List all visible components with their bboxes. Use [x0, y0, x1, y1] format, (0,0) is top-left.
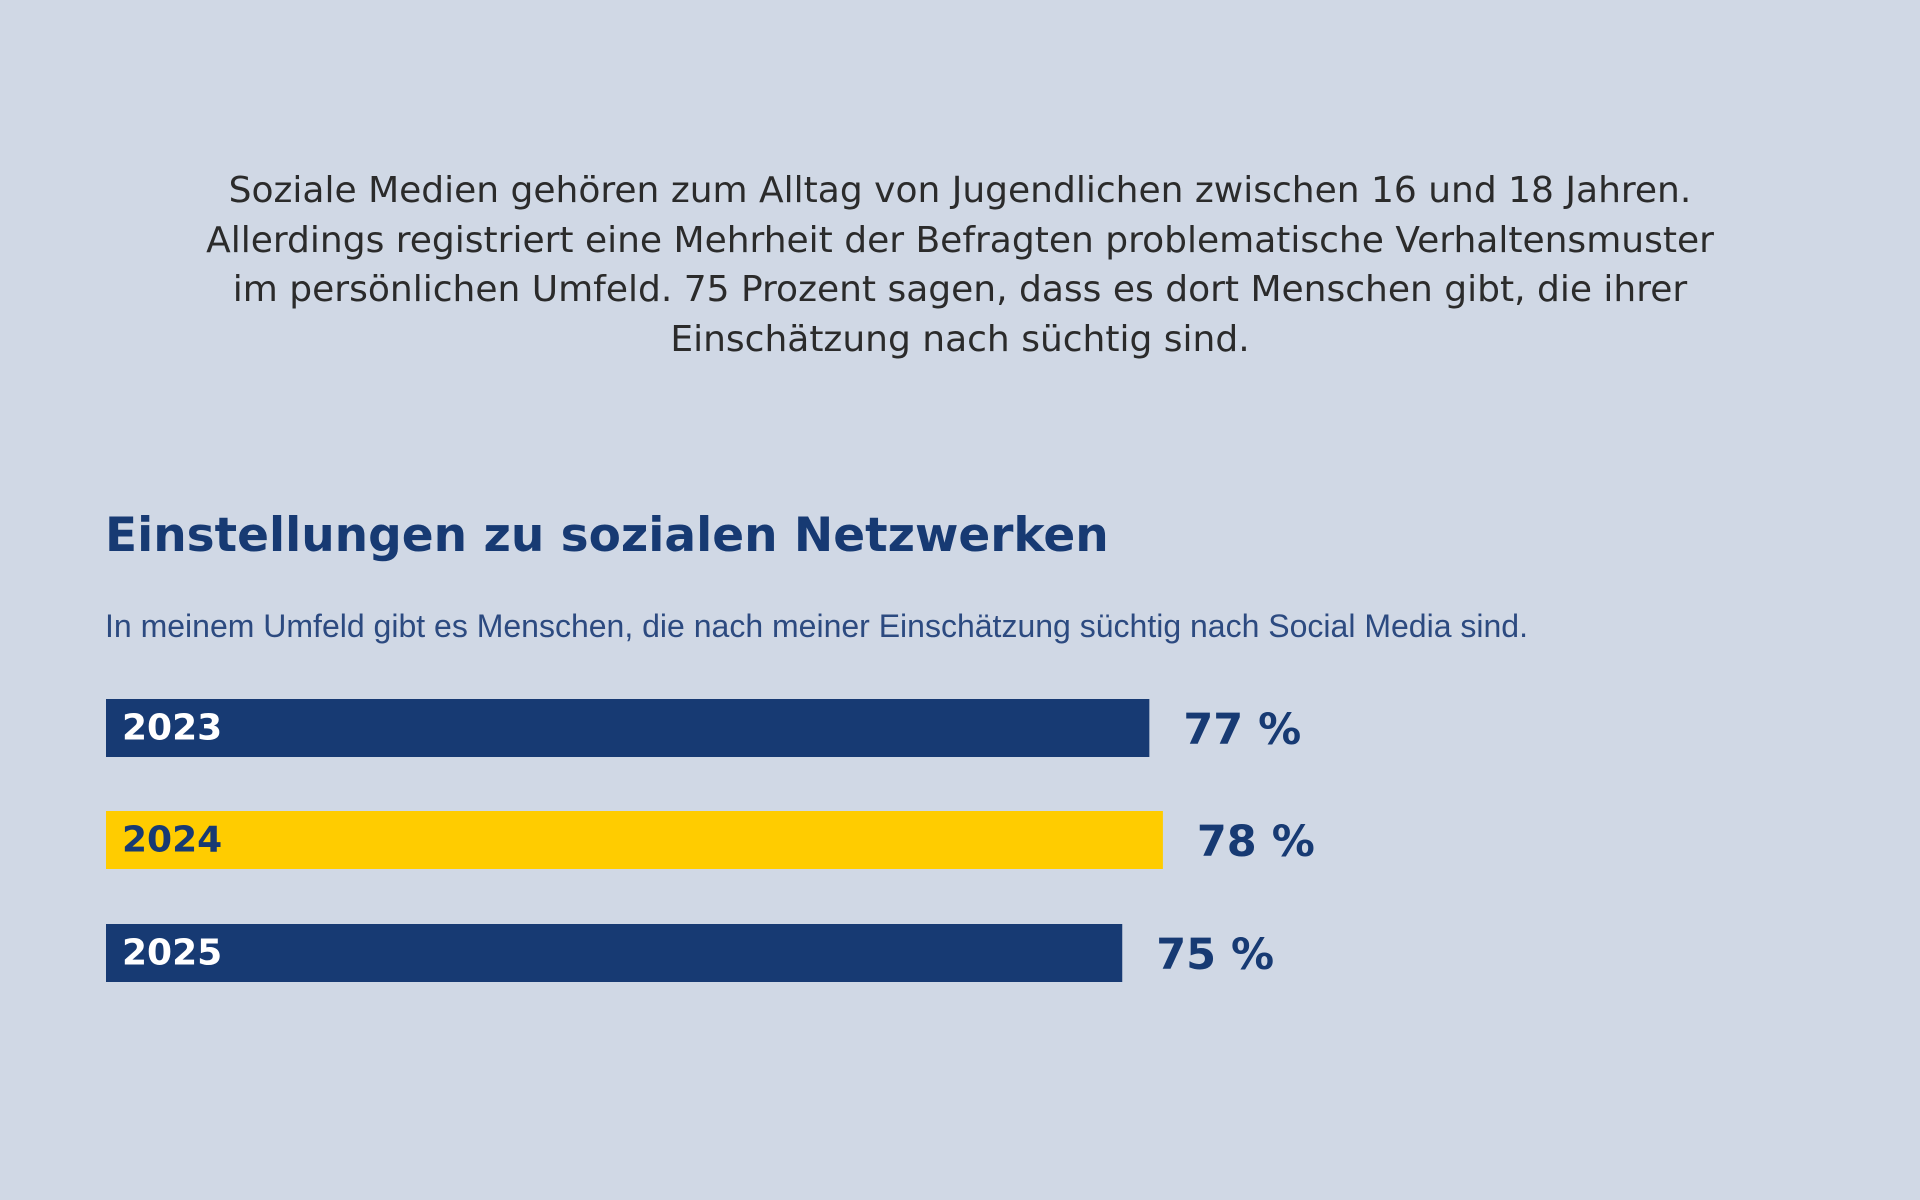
bar-2024 — [106, 811, 1163, 869]
chart-subtitle: In meinem Umfeld gibt es Menschen, die n… — [105, 608, 1528, 644]
chart-title: Einstellungen zu sozialen Netzwerken — [105, 508, 1109, 563]
bar-category-label: 2024 — [122, 820, 222, 861]
bar-value-label: 77 % — [1183, 705, 1301, 755]
intro-line: im persönlichen Umfeld. 75 Prozent sagen… — [232, 269, 1688, 310]
bar-category-label: 2025 — [122, 933, 222, 974]
bar-category-label: 2023 — [122, 708, 222, 749]
intro-line: Allerdings registriert eine Mehrheit der… — [206, 219, 1714, 261]
intro-line: Einschätzung nach süchtig sind. — [670, 318, 1250, 360]
intro-line: Soziale Medien gehören zum Alltag von Ju… — [228, 170, 1692, 211]
bar-value-label: 75 % — [1156, 930, 1274, 980]
bar-value-label: 78 % — [1197, 817, 1315, 867]
bar-2023 — [106, 699, 1150, 757]
bar-2025 — [106, 924, 1123, 982]
intro-paragraph: Soziale Medien gehören zum Alltag von Ju… — [200, 166, 1720, 364]
